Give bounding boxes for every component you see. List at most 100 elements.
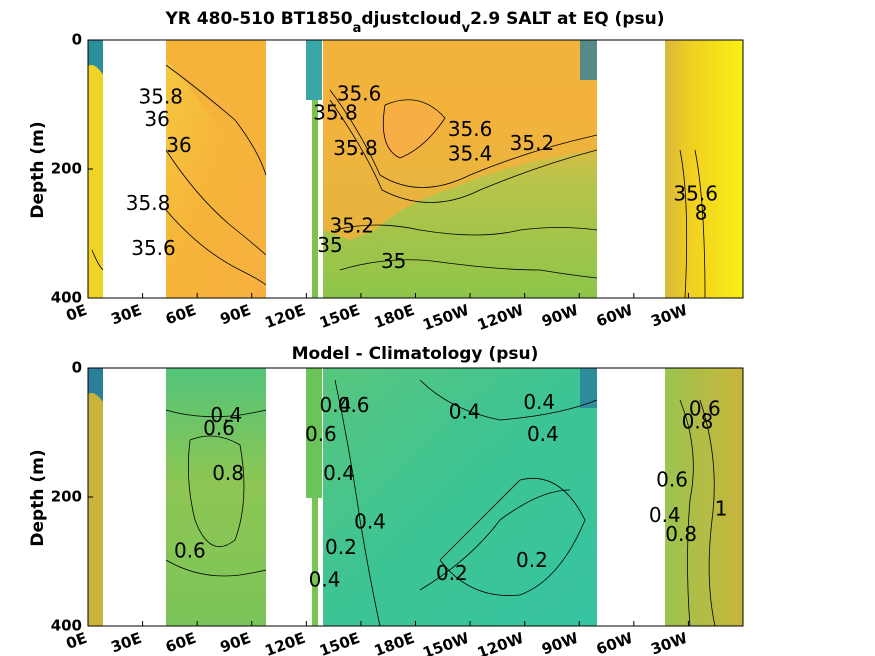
contour-label: 0.2	[325, 535, 357, 559]
contour-label: 35.8	[126, 191, 171, 215]
top-x-ticks: 0E 30E 60E 90E 120E 150E 180E 150W 120W 90W 60W 30W	[64, 293, 690, 334]
contour-label: 35.6	[131, 236, 176, 260]
top-field-sliver-1	[306, 40, 322, 100]
x-tick-label: 120E	[262, 301, 307, 332]
contour-label: 0.4	[320, 393, 352, 417]
x-tick-label: 150W	[420, 629, 472, 656]
x-tick-label: 90E	[218, 629, 253, 656]
top-contour-line	[329, 89, 598, 188]
x-tick-label: 0E	[64, 629, 90, 653]
bottom-contour-line	[165, 559, 267, 577]
contour-label: 0.8	[665, 522, 697, 546]
top-plot-area	[88, 40, 743, 299]
contour-label: 35.6	[673, 181, 718, 205]
contour-label: 0.2	[436, 561, 468, 585]
contour-label: 0.4	[309, 567, 341, 591]
bottom-field-pacific-coast	[580, 368, 597, 408]
contour-label: 0.4	[523, 390, 555, 414]
top-field-indian-core	[166, 40, 266, 180]
x-tick-label: 30W	[648, 301, 690, 331]
contour-label: 35.8	[139, 85, 184, 109]
contour-label: 0.6	[656, 467, 688, 491]
x-tick-label: 60E	[163, 301, 198, 329]
top-contour-line	[679, 149, 688, 299]
bottom-y-ticks: 0 200 400	[51, 359, 93, 635]
x-tick-label: 90W	[539, 629, 581, 656]
contour-label: 35	[317, 233, 342, 257]
x-tick-label: 30E	[109, 629, 144, 656]
contour-label: 0.4	[449, 400, 481, 424]
y-tick-label: 200	[51, 488, 82, 506]
top-field-pacific-core	[379, 104, 445, 160]
contour-label: 0.6	[174, 538, 206, 562]
top-contour-line	[165, 209, 267, 286]
top-field-pacific-coast	[580, 40, 597, 80]
top-field-sliver-2	[312, 100, 318, 298]
x-tick-label: 30E	[109, 301, 144, 329]
contour-label: 0.6	[203, 416, 235, 440]
top-contour-line	[382, 99, 446, 159]
x-tick-label: 180E	[372, 301, 417, 332]
bottom-contour-labels: 0.40.60.80.60.40.60.60.40.40.20.40.4 0.40…	[174, 390, 728, 591]
y-tick-label: 400	[51, 617, 82, 635]
x-tick-label: 30W	[648, 629, 690, 656]
top-panel-title: YR 480-510 BT1850adjustcloudv2.9 SALT at…	[164, 9, 664, 36]
contour-label: 35.2	[510, 131, 555, 155]
x-tick-label: 60W	[594, 629, 636, 656]
top-field-coastal	[88, 40, 103, 75]
contour-label: 0.8	[682, 409, 714, 433]
contour-label: 35.8	[313, 101, 358, 125]
x-tick-label: 150W	[420, 301, 472, 334]
contour-label: 1	[715, 496, 728, 520]
bottom-field-atlantic-west	[665, 368, 743, 626]
bottom-contour-line	[419, 379, 598, 421]
bottom-field-atlantic-east	[88, 368, 103, 626]
bottom-contour-line	[699, 399, 716, 627]
top-y-axis-label: Depth (m)	[28, 121, 48, 218]
contour-label: 0.4	[323, 461, 355, 485]
x-tick-label: 180E	[372, 629, 417, 656]
top-contour-line	[91, 249, 104, 271]
top-contour-line	[329, 99, 598, 203]
contour-label: 0.6	[689, 396, 721, 420]
x-tick-label: 120E	[262, 629, 307, 656]
y-tick-label: 0	[72, 31, 82, 49]
bottom-field-coastal	[88, 368, 103, 402]
top-contour-line	[165, 64, 267, 176]
top-panel: YR 480-510 BT1850adjustcloudv2.9 SALT at…	[28, 9, 744, 334]
x-tick-label: 150E	[317, 301, 362, 332]
x-tick-label: 120W	[475, 301, 527, 334]
top-field-atlantic-west	[665, 40, 743, 298]
contour-label: 0.6	[305, 422, 337, 446]
top-field-atlantic-east	[88, 40, 103, 298]
contour-label: 0.6	[338, 393, 370, 417]
contour-label: 0.4	[527, 422, 559, 446]
bottom-y-axis-label: Depth (m)	[28, 449, 48, 546]
x-tick-label: 0E	[64, 301, 90, 325]
bottom-field-pacific	[323, 368, 597, 626]
bottom-contour-line	[419, 489, 571, 591]
bottom-contour-line	[679, 399, 694, 627]
bottom-contour-line	[334, 379, 381, 627]
x-tick-label: 120W	[475, 629, 527, 656]
top-y-ticks: 0 200 400	[51, 31, 93, 307]
bottom-panel: Model - Climatology (psu) Depth (m) 0.40…	[28, 344, 744, 656]
contour-label: 0.4	[649, 503, 681, 527]
x-tick-label: 60E	[163, 629, 198, 656]
contour-label: 8	[695, 201, 708, 225]
top-contour-line	[165, 149, 267, 256]
contour-label: 36	[144, 107, 169, 131]
contour-label: 35.6	[448, 117, 493, 141]
contour-label: 36	[166, 133, 191, 157]
contour-label: 0.8	[212, 461, 244, 485]
top-contour-line	[694, 149, 706, 299]
contour-label: 0.2	[516, 548, 548, 572]
bottom-field-sliver-1	[306, 368, 322, 498]
contour-label: 35.8	[333, 136, 378, 160]
contour-label: 0.4	[210, 403, 242, 427]
y-tick-label: 200	[51, 160, 82, 178]
x-tick-label: 60W	[594, 301, 636, 331]
bottom-panel-title: Model - Climatology (psu)	[292, 344, 539, 364]
